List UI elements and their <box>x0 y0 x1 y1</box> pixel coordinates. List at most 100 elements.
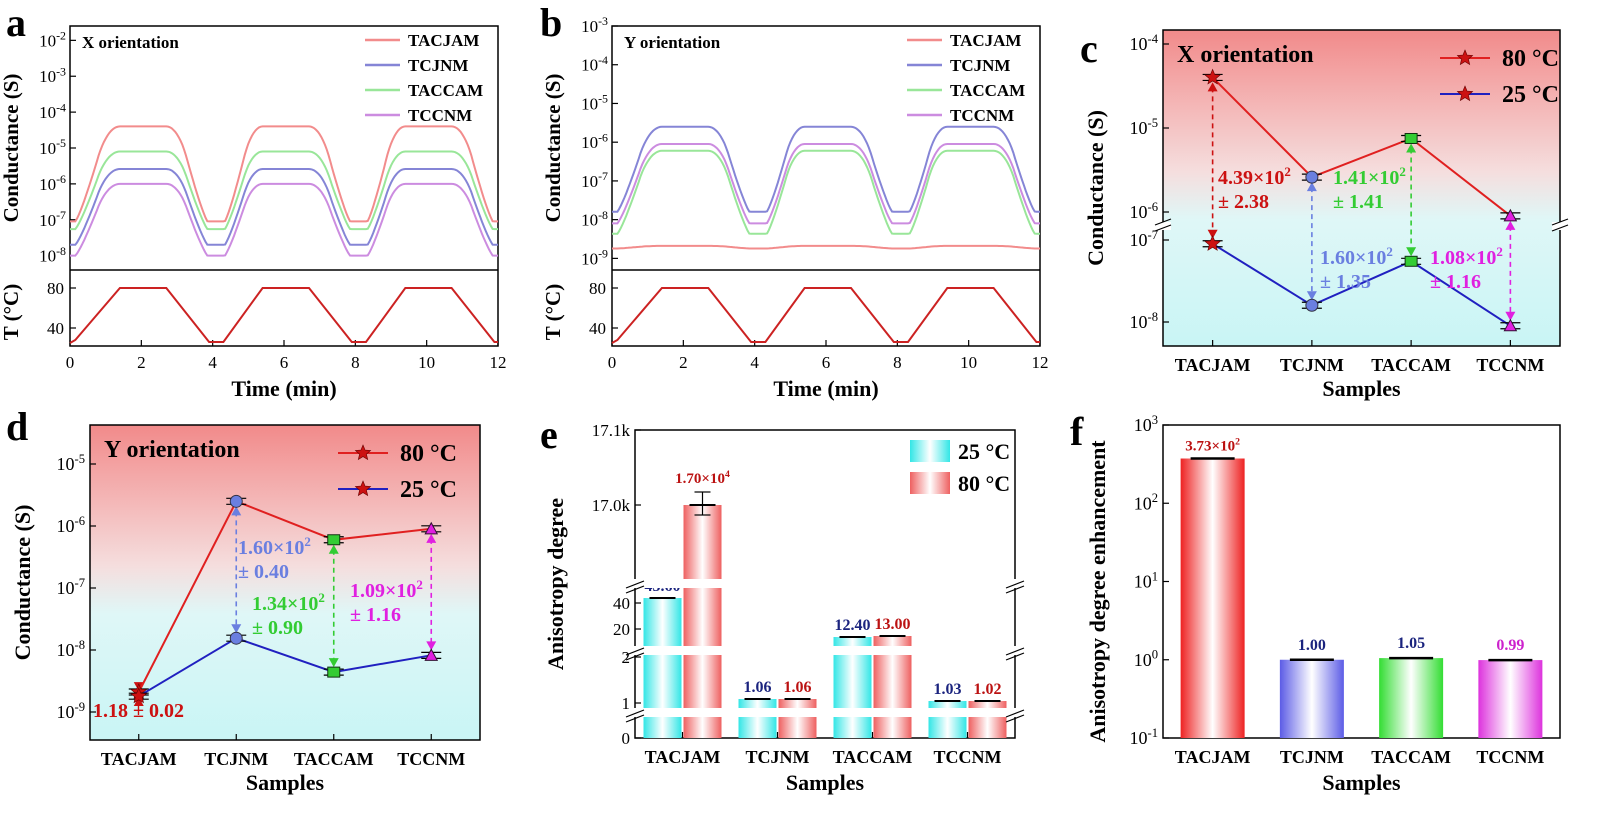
bar-label-25c: 1.03 <box>934 681 962 698</box>
y-tick-label: 20 <box>613 620 630 639</box>
y-tick-label: 10-7 <box>57 576 86 598</box>
arrow-head <box>426 641 437 651</box>
y-tick-label: 10-7 <box>581 169 608 191</box>
axis-break <box>1552 222 1568 230</box>
x-tick-label: 8 <box>893 353 902 372</box>
panel-letter-d: d <box>6 404 28 449</box>
bar-label: 1.00 <box>1298 637 1326 654</box>
arrow-head <box>1207 229 1218 239</box>
x-tick-label: 8 <box>351 353 360 372</box>
x-tick-label: TACCAM <box>294 749 374 769</box>
series-line <box>1212 242 1511 327</box>
y-tick-label: 10-3 <box>39 64 66 86</box>
x-tick-label: 2 <box>137 353 146 372</box>
legend-label: 25 °C <box>400 477 457 503</box>
ratio-label: ± 1.16 <box>350 604 401 626</box>
ratio-label: 1.34×102 <box>252 590 325 615</box>
y-tick-label: 10-6 <box>581 130 608 152</box>
bar-label-80c: 1.06 <box>784 679 812 696</box>
x-tick-label: TCJNM <box>1280 355 1344 375</box>
data-point <box>1204 235 1221 251</box>
y-tick-label: 10-1 <box>1130 726 1159 748</box>
panel-letter-e: e <box>540 412 558 457</box>
x-axis-label: Samples <box>786 770 865 795</box>
ratio-label: ± 1.35 <box>1320 271 1371 293</box>
y-tick-label: 10-7 <box>39 208 66 230</box>
x-tick-label: TCJNM <box>746 747 810 767</box>
bar <box>1180 458 1245 738</box>
y-tick-label: 80 <box>47 279 64 298</box>
panel-letter-a: a <box>6 0 26 45</box>
x-tick-label: 12 <box>1032 353 1049 372</box>
ratio-label: 1.60×102 <box>1320 244 1393 269</box>
panel-a-chart: 0 2 4 6 8 10 12 Time (min) 10-8 10-7 10-6 10-5 10-4 1… <box>0 25 507 401</box>
x-tick-label: TACJAM <box>1175 747 1251 767</box>
data-point <box>1404 255 1418 267</box>
legend-label: TCJNM <box>408 56 468 75</box>
legend-label: 80 °C <box>1502 46 1559 72</box>
y-tick-label: 102 <box>1134 491 1158 513</box>
data-point <box>1503 318 1518 332</box>
legend-swatch <box>910 440 950 462</box>
panel-b-chart: 0 2 4 6 8 10 12 Time (min) 10-9 10-8 10-7 10-6 10-5 1… <box>541 14 1049 401</box>
legend-label: TCCNM <box>950 106 1014 125</box>
axis-break-mark <box>1005 585 1025 594</box>
y-tick-label: 10-8 <box>1130 310 1159 332</box>
bar <box>1279 659 1344 738</box>
x-tick-label: TCCNM <box>397 749 465 769</box>
ratio-label: ± 1.41 <box>1333 191 1384 213</box>
legend-marker <box>354 444 372 461</box>
series-line <box>138 637 432 698</box>
x-tick-label: TCCNM <box>1476 747 1544 767</box>
series-line-taccam <box>612 149 1040 235</box>
temperature-line <box>69 287 498 344</box>
y-tick-label: 10-5 <box>57 452 86 474</box>
data-point <box>424 648 439 661</box>
bar-label-80c: 1.70×104 <box>675 469 730 487</box>
axis-break-mark <box>1551 218 1569 226</box>
y-tick-label: 10-7 <box>1130 228 1159 250</box>
panel-letter-f: f <box>1070 409 1084 454</box>
x-tick-label: 4 <box>208 353 217 372</box>
y-tick-label: 10-4 <box>581 53 608 75</box>
y-axis-label: Anisotropy degree <box>543 498 568 670</box>
data-point <box>130 687 148 704</box>
axis-break-mark <box>1154 218 1172 226</box>
legend-swatch <box>910 472 950 494</box>
axis-break-mark <box>1551 224 1569 232</box>
data-point <box>229 494 243 508</box>
axis-break-mark <box>625 709 645 718</box>
y-tick-label: 10-3 <box>581 14 608 36</box>
legend-label: TACCAM <box>950 81 1025 100</box>
y-tick-label: 101 <box>1134 569 1158 591</box>
data-point <box>1204 68 1221 85</box>
axis-break-band <box>629 708 1021 717</box>
bar-label-25c: 1.06 <box>744 679 772 696</box>
axis-break-mark <box>625 580 645 589</box>
arrow-head <box>1207 82 1218 92</box>
ratio-label: ± 0.40 <box>238 561 289 583</box>
arrow-head <box>1505 220 1516 230</box>
legend-label: TACJAM <box>408 31 479 50</box>
y-tick-label: 10-4 <box>39 100 66 122</box>
axis-break-band <box>629 646 1021 655</box>
x-tick-label: 0 <box>66 353 75 372</box>
plot-frame <box>1162 29 1561 347</box>
x-axis-label: Samples <box>1322 770 1401 795</box>
legend-label: TACCAM <box>408 81 483 100</box>
panel-letter-c: c <box>1080 26 1098 71</box>
y-tick-label: 40 <box>47 319 64 338</box>
y-tick-label: 80 <box>589 279 606 298</box>
ratio-label: 4.39×102 <box>1218 164 1291 189</box>
panel-d-chart: 10-5 10-6 10-7 10-8 10-9 TACJAM TCJNM TACCAM TCC… <box>10 424 481 795</box>
arrow-head <box>1406 143 1417 153</box>
x-tick-label: TACCAM <box>833 747 913 767</box>
y-tick-label: 40 <box>589 319 606 338</box>
ratio-label: ± 0.90 <box>252 617 303 639</box>
ratio-label: 1.08×102 <box>1430 244 1503 269</box>
series-line-tacjam <box>70 125 498 223</box>
x-axis-label: Time (min) <box>773 376 878 401</box>
legend-label: TCCNM <box>408 106 472 125</box>
plot-title: Y orientation <box>104 437 240 463</box>
y-axis-label: Conductance (S) <box>541 74 565 223</box>
